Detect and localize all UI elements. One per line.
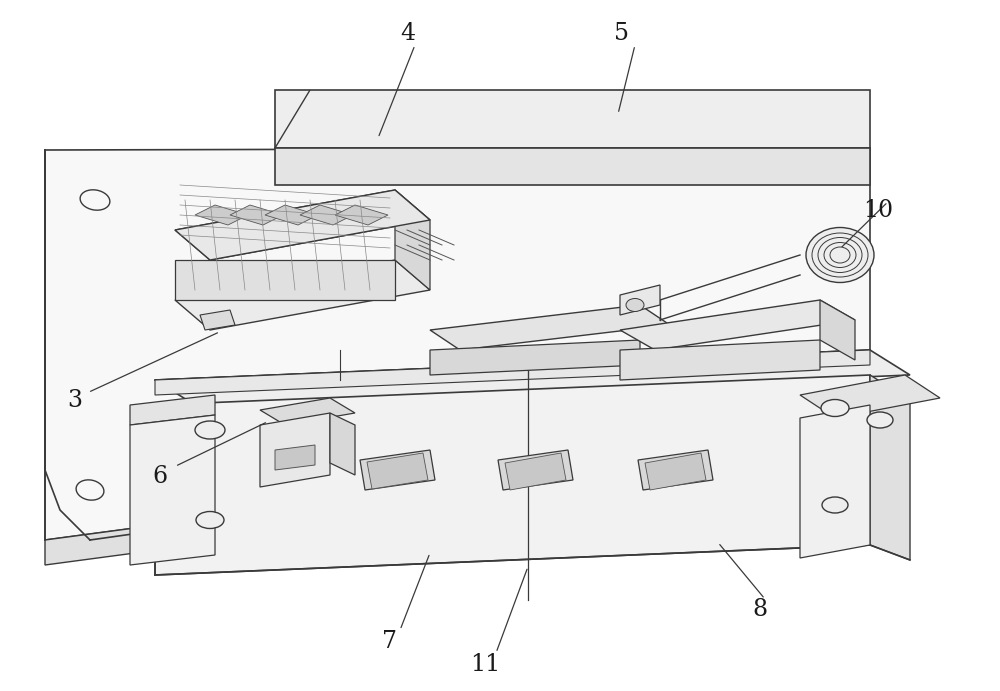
Polygon shape [275, 90, 870, 148]
Polygon shape [175, 190, 430, 260]
Polygon shape [275, 148, 870, 185]
Polygon shape [175, 260, 430, 330]
Ellipse shape [806, 227, 874, 283]
Polygon shape [335, 205, 388, 225]
Text: 6: 6 [152, 465, 168, 489]
Polygon shape [395, 190, 430, 290]
Polygon shape [260, 413, 330, 487]
Polygon shape [870, 375, 910, 560]
Polygon shape [175, 260, 395, 300]
Polygon shape [800, 405, 870, 558]
Polygon shape [175, 190, 430, 260]
Polygon shape [330, 413, 355, 475]
Text: 7: 7 [382, 630, 398, 653]
Polygon shape [265, 205, 318, 225]
Text: 11: 11 [470, 653, 500, 676]
Polygon shape [130, 395, 215, 425]
Polygon shape [638, 450, 713, 490]
Polygon shape [195, 205, 248, 225]
Polygon shape [275, 90, 310, 148]
Ellipse shape [867, 412, 893, 428]
Text: 10: 10 [863, 199, 893, 223]
Polygon shape [800, 375, 940, 418]
Polygon shape [505, 453, 566, 490]
Ellipse shape [828, 386, 852, 404]
Polygon shape [45, 148, 870, 540]
Ellipse shape [196, 511, 224, 529]
Text: 8: 8 [752, 598, 768, 621]
Text: 5: 5 [614, 21, 630, 45]
Polygon shape [200, 310, 235, 330]
Polygon shape [260, 398, 355, 425]
Polygon shape [275, 445, 315, 470]
Ellipse shape [195, 421, 225, 439]
Polygon shape [620, 285, 660, 315]
Text: 3: 3 [68, 389, 82, 413]
Polygon shape [620, 300, 855, 350]
Polygon shape [620, 340, 820, 380]
Ellipse shape [808, 167, 832, 184]
Polygon shape [820, 300, 855, 360]
Polygon shape [360, 450, 435, 490]
Ellipse shape [80, 190, 110, 210]
Text: 4: 4 [400, 21, 416, 45]
Polygon shape [230, 205, 283, 225]
Polygon shape [430, 305, 670, 350]
Ellipse shape [626, 299, 644, 312]
Polygon shape [155, 375, 870, 575]
Polygon shape [45, 430, 870, 565]
Polygon shape [155, 350, 910, 405]
Polygon shape [155, 350, 870, 395]
Polygon shape [300, 205, 353, 225]
Polygon shape [367, 453, 428, 489]
Polygon shape [498, 450, 573, 490]
Ellipse shape [76, 480, 104, 500]
Polygon shape [130, 415, 215, 565]
Polygon shape [430, 340, 640, 375]
Polygon shape [645, 453, 706, 490]
Ellipse shape [821, 399, 849, 417]
Ellipse shape [822, 497, 848, 513]
